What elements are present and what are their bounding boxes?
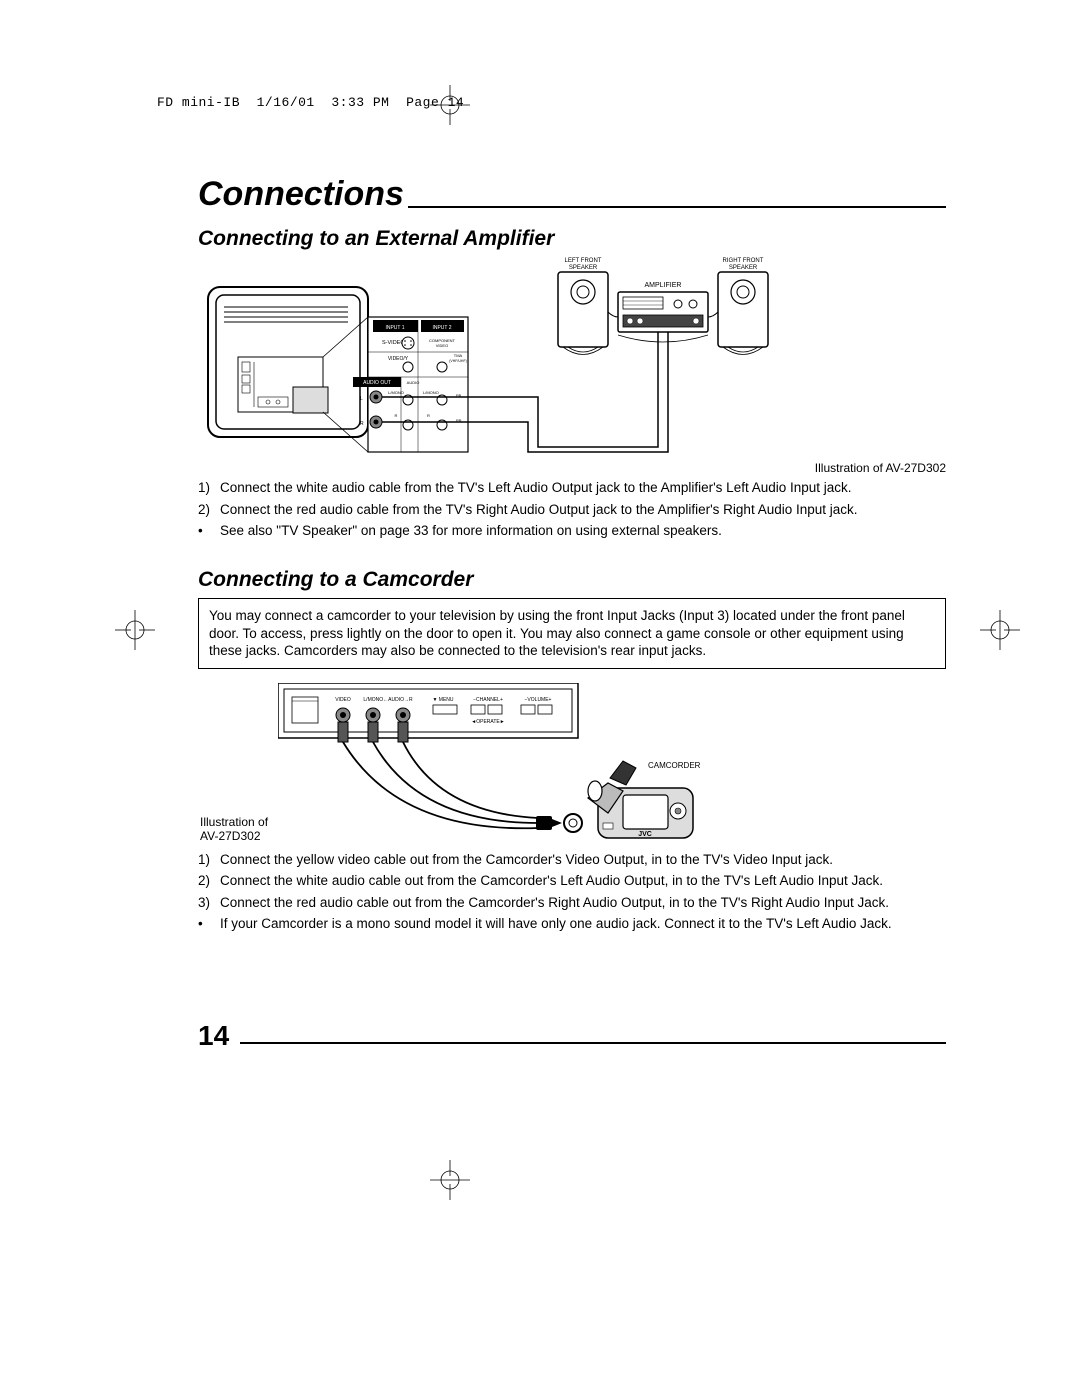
cam-illus-caption: Illustration of AV-27D302 [200,815,278,843]
camcorder-step: 2)Connect the white audio cable out from… [198,872,946,890]
amplifier-note: •See also "TV Speaker" on page 33 for mo… [198,522,946,540]
tma-label: TMA [454,353,463,358]
camcorder-diagram: VIDEO L/MONO←AUDIO→R ▼ MENU −CHANNEL+ −V… [278,683,748,843]
camcorder-note: •If your Camcorder is a mono sound model… [198,915,946,933]
lmono-label: L/MONO [388,390,404,395]
header-meta: FD mini-IB 1/16/01 3:33 PM Page 14 [157,95,464,110]
amp-illus-caption: Illustration of AV-27D302 [198,461,946,475]
audioout-label: AUDIO OUT [363,380,391,386]
page-title-block: Connections [198,175,946,208]
amplifier-section: Connecting to an External Amplifier [198,219,946,544]
camcorder-steps: 1)Connect the yellow video cable out fro… [198,851,946,912]
videoy-label: VIDEO/Y [388,356,409,362]
left-speaker-label: LEFT FRONT [565,258,602,264]
page-number-rule [240,1042,946,1044]
volume-label: −VOLUME+ [525,697,552,703]
input1-label: INPUT 1 [385,325,404,331]
title-rule [408,206,946,208]
amplifier-steps: 1)Connect the white audio cable from the… [198,479,946,518]
amplifier-step: 1)Connect the white audio cable from the… [198,479,946,497]
crop-mark-top [430,85,470,125]
camcorder-label: CAMCORDER [648,761,701,770]
camcorder-step: 1)Connect the yellow video cable out fro… [198,851,946,869]
input2-label: INPUT 2 [432,325,451,331]
camcorder-note-box: You may connect a camcorder to your tele… [198,598,946,669]
camcorder-notes: •If your Camcorder is a mono sound model… [198,915,946,933]
right-speaker-label2: SPEAKER [729,265,758,271]
page-number-block: 14 [198,1020,946,1044]
amplifier-step: 2)Connect the red audio cable from the T… [198,501,946,519]
channel-label: −CHANNEL+ [473,697,503,703]
video-label: VIDEO [335,697,351,703]
amplifier-notes: •See also "TV Speaker" on page 33 for mo… [198,522,946,540]
crop-mark-right [980,610,1020,650]
right-speaker-label: RIGHT FRONT [723,258,764,264]
camcorder-section: Connecting to a Camcorder You may connec… [198,560,946,937]
lmono-audio-r-label: L/MONO←AUDIO→R [363,697,413,703]
crop-mark-bottom [430,1160,470,1200]
camcorder-step: 3)Connect the red audio cable out from t… [198,894,946,912]
camcorder-heading: Connecting to a Camcorder [198,568,946,592]
document-page: FD mini-IB 1/16/01 3:33 PM Page 14 Conne… [0,0,1080,1397]
left-speaker-label2: SPEAKER [569,265,598,271]
amplifier-diagram: INPUT 1 INPUT 2 S-VIDEO COMPONENT VIDEO … [198,257,946,457]
audio-label: AUDIO [407,380,420,385]
tma-label2: (VHF/UHF) [449,359,467,363]
component-label2: VIDEO [436,343,448,348]
lmono-label2: L/MONO [423,390,439,395]
brand-label: JVC [638,831,652,838]
page-number: 14 [198,1020,229,1052]
crop-mark-left [115,610,155,650]
operate-label: ◄OPERATE► [471,719,504,725]
r-label3: R [427,413,430,418]
amplifier-label: AMPLIFIER [645,282,682,289]
l-label: L [360,396,363,402]
doc-time: 3:33 PM [331,95,389,110]
doc-id: FD mini-IB [157,95,240,110]
menu-label: ▼ MENU [432,697,453,703]
doc-date: 1/16/01 [257,95,315,110]
r-label2: R [395,413,398,418]
r-label: R [360,421,364,427]
amplifier-heading: Connecting to an External Amplifier [198,227,946,251]
page-title: Connections [198,175,404,214]
